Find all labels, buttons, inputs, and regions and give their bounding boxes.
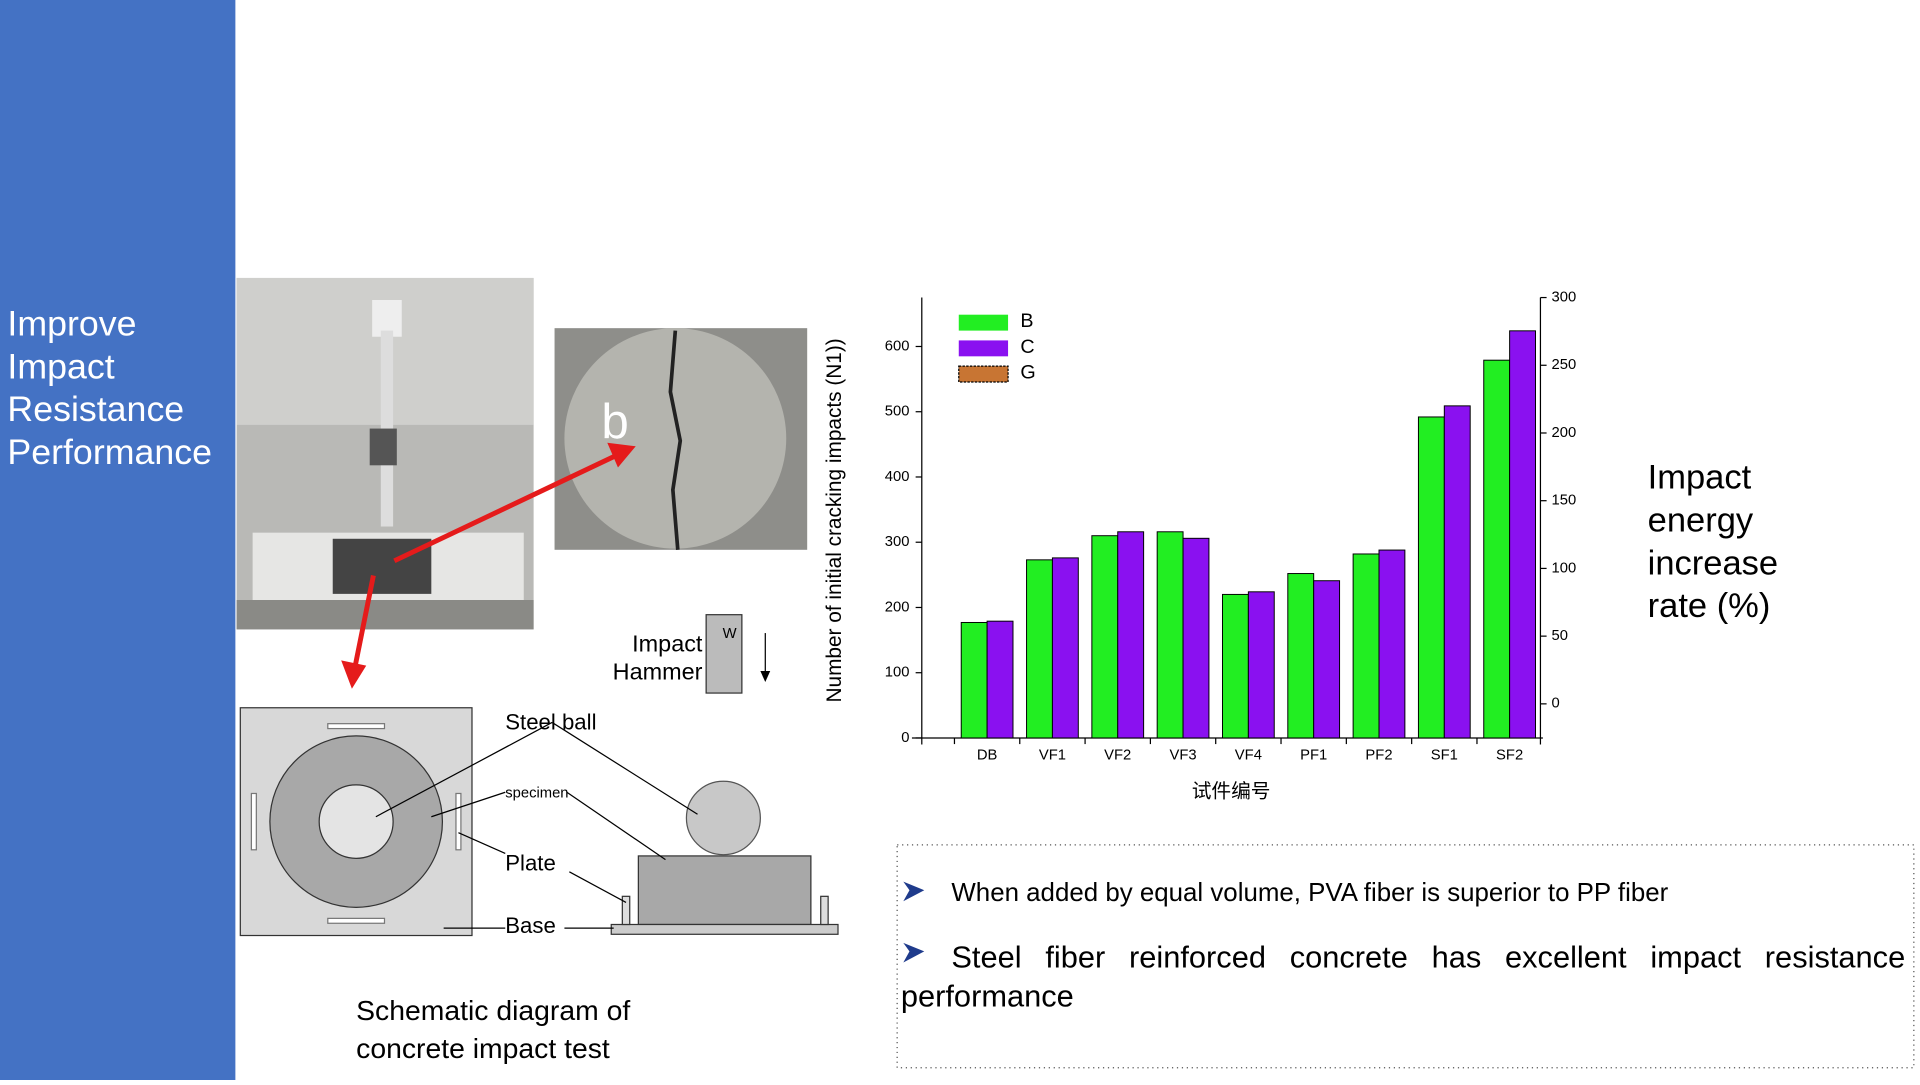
hammer-label: Impact Hammer xyxy=(612,631,703,686)
photo-label: b xyxy=(601,395,628,449)
bar xyxy=(960,621,988,739)
x-tick-label: DB xyxy=(977,747,998,763)
hammer: W xyxy=(705,614,771,694)
x-tick-label: VF2 xyxy=(1104,747,1131,763)
bar xyxy=(1247,591,1275,739)
y-tick-label: 600 xyxy=(885,338,910,354)
y-tick-label: 300 xyxy=(885,534,910,550)
bar xyxy=(1091,535,1119,739)
y-tick-label: 400 xyxy=(885,469,910,485)
x-tick-label: SF2 xyxy=(1496,747,1523,763)
y-tick-label: 200 xyxy=(885,599,910,615)
bar xyxy=(1443,405,1471,739)
sidebar xyxy=(0,0,236,1080)
caption-box: Schematic diagram of concrete impact tes… xyxy=(356,994,631,1065)
hammer-mark: W xyxy=(723,626,737,642)
sidebar-title-box: Improve Impact Resistance Performance xyxy=(7,304,212,473)
bullets-box: When added by equal volume, PVA fiber is… xyxy=(900,879,1906,1014)
legend-label: B xyxy=(1020,310,1033,332)
y2-axis-label: Impact energy increase rate (%) xyxy=(1647,457,1779,625)
bar xyxy=(1417,416,1445,739)
x-tick-label: VF1 xyxy=(1039,747,1066,763)
machine-photo xyxy=(236,277,534,630)
bar xyxy=(1051,557,1079,739)
y-tick-label: 100 xyxy=(885,665,910,681)
bullet: Steel fiber reinforced concrete has exce… xyxy=(900,940,1906,1014)
steel-ball-text: Steel ball xyxy=(505,710,596,735)
diagram-caption: Schematic diagram of concrete impact tes… xyxy=(356,994,631,1065)
y-tick-label: 0 xyxy=(901,730,909,746)
legend-label: G xyxy=(1020,362,1035,384)
specimen-photo: b xyxy=(554,328,808,550)
bar xyxy=(1182,537,1210,739)
bar xyxy=(986,620,1014,739)
bar xyxy=(1313,580,1341,739)
x-tick-label: VF4 xyxy=(1235,747,1262,763)
bar xyxy=(1026,559,1053,739)
y2-tick-label: 250 xyxy=(1552,357,1577,373)
bullet-box xyxy=(896,844,1915,1069)
steel-ball-label: Steel ball xyxy=(505,710,596,735)
legend-swatch xyxy=(958,365,1009,383)
plate-label: Plate xyxy=(505,850,556,875)
bar xyxy=(1509,330,1536,739)
y2-label-box: Impact energy increase rate (%) xyxy=(1647,457,1779,625)
arrows xyxy=(341,442,636,689)
x-tick-label: SF1 xyxy=(1431,747,1458,763)
hammer-label-box: Impact Hammer xyxy=(612,631,703,686)
legend-swatch xyxy=(958,314,1009,331)
y2-tick-label: 200 xyxy=(1552,425,1577,441)
bullet-icons xyxy=(903,881,925,963)
schematic: Steel ball specimen Plate Base xyxy=(239,707,839,938)
specimen-label: specimen xyxy=(505,785,568,801)
x-axis-label: 试件编号 xyxy=(1192,780,1271,802)
y-axis-label: Number of initial cracking impacts (N1)) xyxy=(823,338,846,702)
x-tick-label: VF3 xyxy=(1169,747,1196,763)
y2-tick-label: 150 xyxy=(1552,493,1577,509)
bar xyxy=(1156,531,1184,739)
x-tick-label: PF2 xyxy=(1365,747,1392,763)
y2-tick-label: 300 xyxy=(1552,289,1577,305)
y2-tick-label: 50 xyxy=(1552,628,1568,644)
legend-swatch xyxy=(958,340,1009,357)
bar xyxy=(1287,573,1315,739)
y-tick-label: 500 xyxy=(885,404,910,420)
legend-label: C xyxy=(1020,336,1034,358)
sidebar-title: Improve Impact Resistance Performance xyxy=(7,304,212,473)
bullet: When added by equal volume, PVA fiber is… xyxy=(951,879,1669,908)
bar xyxy=(1483,359,1511,739)
y2-tick-label: 0 xyxy=(1552,696,1560,712)
y2-tick-label: 100 xyxy=(1552,560,1577,576)
bar xyxy=(1378,549,1406,739)
x-tick-label: PF1 xyxy=(1300,747,1327,763)
base-label: Base xyxy=(505,913,556,938)
bar xyxy=(1221,593,1249,739)
chart: Number of initial cracking impacts (N1))… xyxy=(823,289,1576,802)
bar xyxy=(1352,553,1380,739)
bar xyxy=(1117,531,1145,739)
